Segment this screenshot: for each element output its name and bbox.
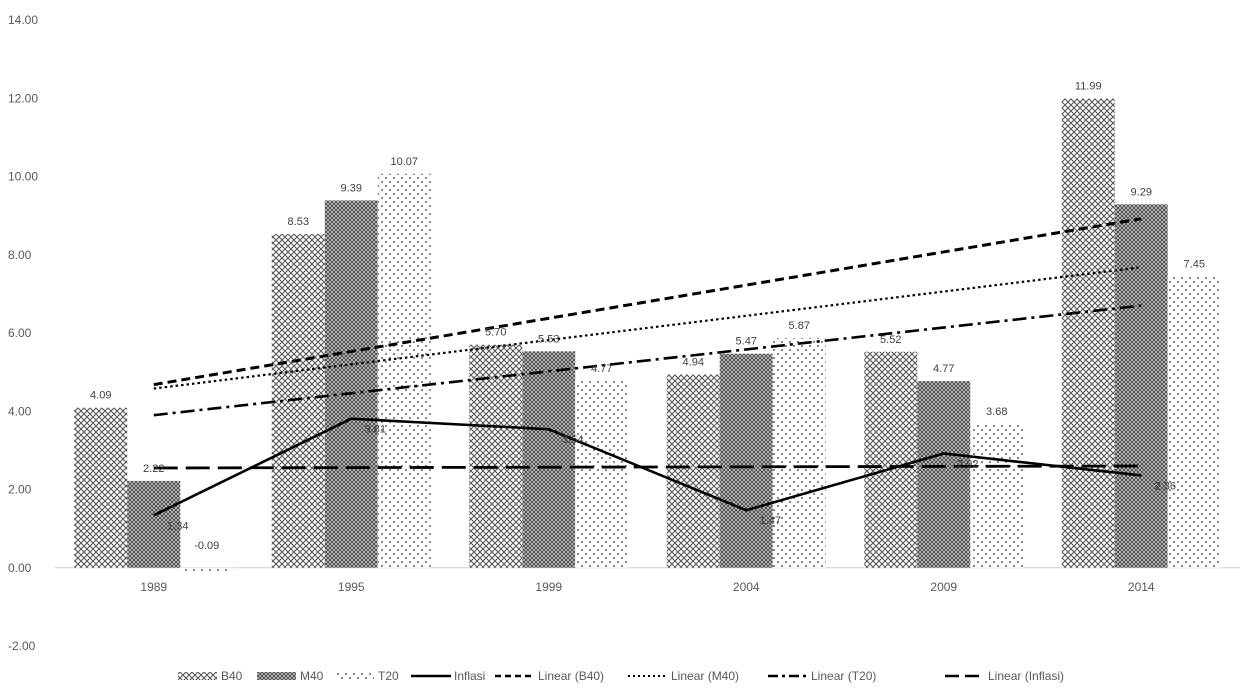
inflasi-series bbox=[153, 417, 1142, 517]
legend-label: Linear (B40) bbox=[538, 669, 604, 683]
y-tick-label: 4.00 bbox=[8, 404, 32, 418]
data-label-b40: 4.09 bbox=[90, 390, 111, 402]
bar-t20 bbox=[970, 423, 1024, 568]
bar-m40 bbox=[522, 351, 576, 568]
legend-label: Linear (M40) bbox=[671, 669, 739, 683]
data-label-b40: 4.94 bbox=[683, 356, 704, 368]
y-tick-label: 8.00 bbox=[8, 248, 32, 262]
bar-t20 bbox=[180, 567, 234, 572]
data-label-m40: 9.39 bbox=[341, 182, 362, 194]
bar-b40 bbox=[666, 374, 720, 568]
bar-t20 bbox=[1167, 276, 1221, 568]
data-labels: 4.09 8.53 5.70 4.94 5.52 11.99 2.22 9.39 5.53 5.4… bbox=[90, 81, 1205, 552]
x-tick-label: 1995 bbox=[338, 580, 365, 594]
bar-m40 bbox=[917, 381, 971, 568]
data-label-m40: 5.47 bbox=[736, 336, 757, 348]
data-label-b40: 5.70 bbox=[485, 327, 506, 339]
data-label-b40: 8.53 bbox=[288, 216, 309, 228]
bar-t20 bbox=[772, 338, 826, 568]
data-label-m40: 9.29 bbox=[1131, 186, 1152, 198]
data-label-t20: 4.77 bbox=[591, 363, 612, 375]
x-tick-label: 2004 bbox=[733, 580, 760, 594]
data-label-inflasi: 1.47 bbox=[760, 515, 781, 527]
bar-b40 bbox=[271, 234, 325, 568]
data-label-t20: 5.87 bbox=[789, 320, 810, 332]
legend-swatch bbox=[178, 672, 217, 680]
bar-m40 bbox=[1114, 204, 1168, 568]
x-tick-label: 2014 bbox=[1128, 580, 1155, 594]
y-tick-label: 0.00 bbox=[8, 561, 32, 575]
y-tick-label: 14.00 bbox=[8, 13, 38, 27]
trendline-linear-inflasi bbox=[153, 464, 1142, 470]
data-label-m40: 5.53 bbox=[538, 333, 559, 345]
line-inflasi bbox=[153, 417, 1142, 517]
bar-b40 bbox=[74, 407, 128, 568]
data-label-inflasi: 1.34 bbox=[167, 520, 188, 532]
data-label-inflasi: 3.54 bbox=[562, 434, 583, 446]
x-tick-label: 1999 bbox=[535, 580, 562, 594]
trendline-linear-t20 bbox=[153, 304, 1142, 417]
bar-t20 bbox=[575, 381, 629, 568]
legend-label: Linear (T20) bbox=[811, 669, 876, 683]
data-label-inflasi: 2.92 bbox=[957, 459, 978, 471]
data-label-inflasi: 2.36 bbox=[1155, 480, 1176, 492]
y-tick-label: -2.00 bbox=[8, 639, 36, 653]
trendlines bbox=[153, 217, 1142, 470]
legend-swatch bbox=[257, 672, 296, 680]
legend: B40 M40 T20 Inflasi Linear (B40) Linear (M40)… bbox=[178, 669, 1064, 683]
data-label-inflasi: 3.81 bbox=[365, 424, 386, 436]
data-label-t20: 3.68 bbox=[986, 406, 1007, 418]
data-label-t20: 7.45 bbox=[1184, 258, 1205, 270]
y-tick-label: 2.00 bbox=[8, 483, 32, 497]
legend-label: T20 bbox=[378, 669, 399, 683]
data-label-t20: 10.07 bbox=[390, 156, 418, 168]
data-label-b40: 5.52 bbox=[880, 334, 901, 346]
bar-b40 bbox=[1061, 98, 1115, 568]
data-label-b40: 11.99 bbox=[1075, 81, 1102, 93]
bars bbox=[74, 98, 1221, 572]
bar-b40 bbox=[469, 344, 523, 568]
x-axis: 1989 1995 1999 2004 2009 2014 bbox=[140, 580, 1155, 594]
data-label-m40: 2.22 bbox=[143, 463, 164, 475]
y-tick-label: 6.00 bbox=[8, 326, 32, 340]
legend-label: Linear (Inflasi) bbox=[988, 669, 1064, 683]
y-tick-label: 10.00 bbox=[8, 170, 38, 184]
y-tick-label: 12.00 bbox=[8, 91, 38, 105]
x-tick-label: 2009 bbox=[930, 580, 957, 594]
y-axis: -2.00 0.00 2.00 4.00 6.00 8.00 10.00 12.00 14.00 bbox=[8, 13, 38, 653]
x-tick-label: 1989 bbox=[140, 580, 167, 594]
trendline-linear-b40 bbox=[153, 217, 1142, 387]
trendline-linear-m40 bbox=[153, 266, 1142, 390]
data-label-t20: -0.09 bbox=[194, 540, 219, 552]
data-label-m40: 4.77 bbox=[933, 363, 954, 375]
legend-label: M40 bbox=[300, 669, 324, 683]
legend-swatch bbox=[335, 672, 374, 680]
bar-m40 bbox=[719, 353, 773, 568]
bar-m40 bbox=[127, 480, 181, 568]
legend-label: Inflasi bbox=[454, 669, 485, 683]
bar-t20 bbox=[377, 173, 431, 568]
bar-m40 bbox=[324, 200, 378, 568]
bar-b40 bbox=[864, 351, 918, 568]
legend-label: B40 bbox=[221, 669, 243, 683]
